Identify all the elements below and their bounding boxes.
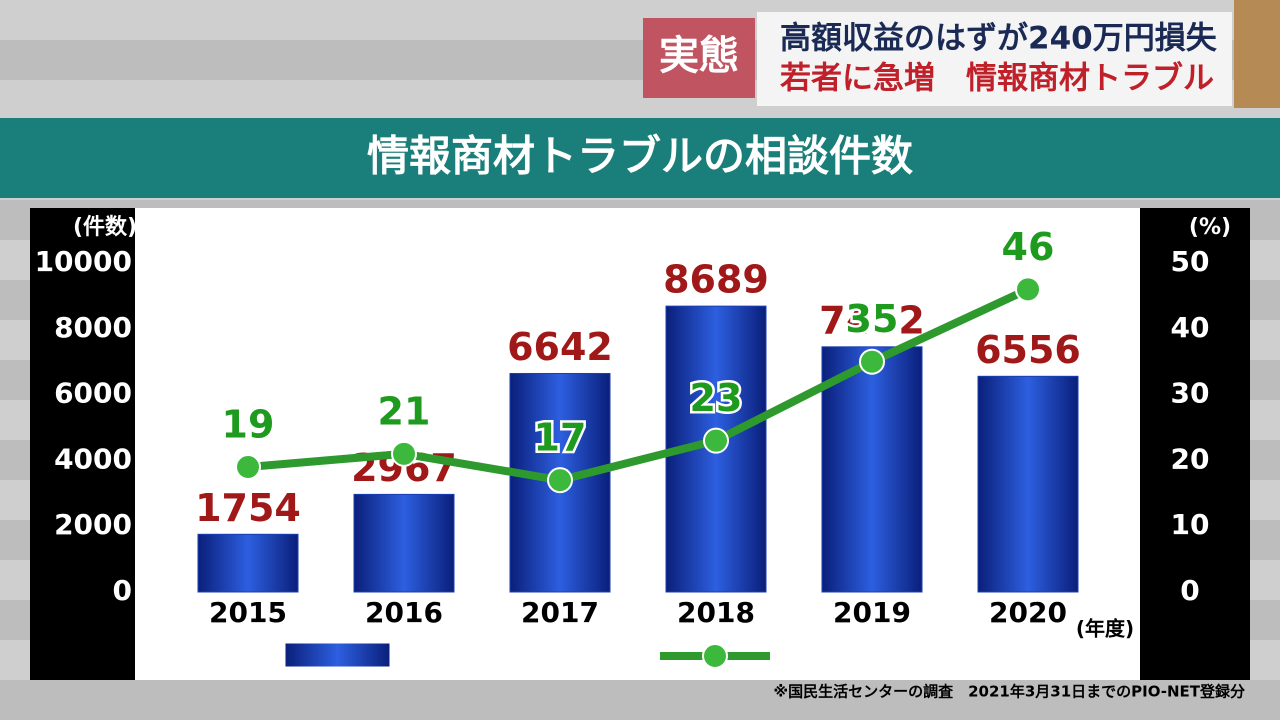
headline: 高額収益のはずが240万円損失 [780,21,1218,57]
line-value-label: 23 [690,376,743,420]
y-tick-label: 6000 [54,377,132,410]
y-tick-label: 0 [113,574,132,607]
bar [977,375,1079,593]
line-point [703,427,729,454]
wood [1234,0,1280,108]
legend-swatch [702,643,728,669]
line-value-label: 35 [846,297,899,341]
y2-tick-label: 30 [1171,377,1210,410]
headline-box [757,12,1232,106]
line-point [235,453,261,480]
bar-value-label: 7452 [819,298,925,342]
legend-label: 相談件数 [420,642,509,668]
chart-title: 情報商材トラブルの相談件数 [367,132,913,181]
y2-tick-label: 40 [1171,311,1210,344]
x-tick-label: 2019 [833,596,911,629]
bar [353,493,455,593]
y2-tick-label: 50 [1171,245,1210,278]
line-value-label: 46 [1002,225,1055,269]
bar-value-label: 6556 [975,328,1081,372]
x-axis-label: (年度) [1076,617,1134,641]
x-tick-label: 2015 [209,596,287,629]
line-value-label: 17 [534,416,587,460]
line-point [1015,276,1041,303]
plot-area [135,208,1140,680]
footnote: ※国民生活センターの調査 2021年3月31日までのPIO-NET登録分 [773,683,1245,701]
headline: 若者に急増 情報商材トラブル [780,61,1214,97]
line-point [859,348,885,375]
x-tick-label: 2018 [677,596,755,629]
y2-axis-label: (%) [1189,215,1231,240]
legend-swatch [284,642,391,668]
title-bar [0,118,1280,198]
line-point [391,440,417,467]
line-value-label: 19 [222,402,275,446]
x-tick-label: 2017 [521,596,599,629]
bar [821,346,923,593]
legend-label: 10～20歳代の割合 [795,642,989,668]
bar [197,533,299,593]
x-tick-label: 2020 [989,596,1067,629]
y-axis-label: (件数) [73,214,137,240]
x-tick-label: 2016 [365,596,443,629]
tag-box [643,18,755,98]
y-tick-label: 4000 [54,442,132,475]
bar-value-label: 6642 [507,325,613,369]
y-tick-label: 8000 [54,311,132,344]
tag: 実態 [659,33,739,79]
line [247,285,1030,485]
bar-value-label: 8689 [663,258,769,302]
y-tick-label: 2000 [54,508,132,541]
y2-tick-label: 10 [1171,508,1210,541]
y-tick-label: 10000 [35,245,132,278]
line-point [547,467,573,494]
y2-tick-label: 0 [1180,574,1199,607]
bar-value-label: 1754 [195,486,301,530]
line-value-label: 21 [378,389,431,433]
y2-tick-label: 20 [1171,442,1210,475]
